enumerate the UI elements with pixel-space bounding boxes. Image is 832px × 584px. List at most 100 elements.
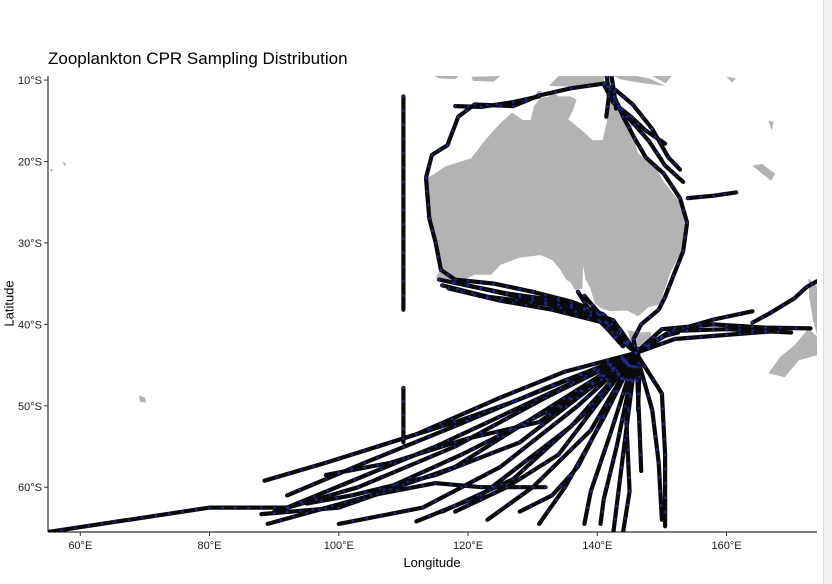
sample-point — [531, 290, 535, 294]
sample-point — [627, 126, 631, 130]
sample-point — [580, 373, 583, 376]
land-polygon — [434, 76, 459, 80]
sample-point — [629, 395, 632, 398]
sample-point — [414, 479, 418, 482]
sample-point — [408, 476, 412, 480]
sample-point — [402, 208, 405, 212]
sample-point — [544, 293, 547, 297]
sample-point — [557, 389, 560, 393]
sample-point — [586, 395, 589, 399]
sample-point — [382, 491, 386, 495]
sample-point — [738, 332, 741, 336]
sample-point — [430, 153, 434, 157]
sample-point — [579, 414, 583, 418]
sample-point — [605, 484, 609, 488]
sample-point — [570, 86, 573, 90]
sample-point — [557, 303, 560, 307]
sample-point — [628, 489, 631, 493]
x-tick-label: 160°E — [711, 540, 741, 552]
sample-point — [453, 278, 457, 281]
sample-point — [574, 310, 578, 313]
sample-point — [660, 342, 664, 345]
sample-point — [591, 402, 595, 406]
sample-point — [559, 405, 563, 409]
sample-point — [518, 287, 522, 291]
sample-point — [673, 326, 677, 330]
sample-point — [539, 389, 542, 393]
sample-point — [486, 472, 489, 475]
sample-point — [350, 501, 354, 505]
sample-point — [576, 396, 580, 399]
sample-point — [518, 410, 522, 413]
sample-point — [589, 314, 593, 317]
sample-point — [574, 389, 578, 393]
sample-point — [672, 172, 676, 176]
sample-point — [623, 405, 627, 408]
sample-point — [522, 468, 525, 472]
sample-point — [597, 415, 600, 419]
land-polygon — [139, 395, 147, 403]
sample-point — [479, 105, 483, 109]
sample-point — [605, 321, 609, 325]
sample-point — [298, 509, 302, 513]
sample-point — [595, 386, 599, 390]
sample-point — [613, 517, 617, 521]
sample-point — [73, 526, 77, 530]
sample-point — [712, 323, 715, 326]
sample-point — [643, 343, 647, 347]
sample-point — [630, 379, 634, 382]
sample-point — [725, 323, 728, 327]
sample-point — [60, 528, 63, 532]
sample-point — [440, 470, 444, 473]
window-scrollbar[interactable] — [823, 0, 832, 584]
sample-point — [686, 196, 690, 200]
sample-point — [427, 474, 431, 478]
sample-point — [681, 249, 685, 253]
sample-point — [350, 453, 354, 456]
sample-point — [643, 365, 647, 368]
sample-point — [552, 384, 556, 387]
sample-point — [402, 109, 405, 112]
sample-point — [524, 303, 528, 307]
sample-point — [511, 477, 515, 481]
sample-point — [447, 492, 451, 496]
sample-point — [521, 448, 524, 451]
sample-point — [544, 485, 547, 489]
sample-point — [621, 376, 625, 380]
sample-point — [479, 286, 483, 290]
sample-point — [446, 439, 450, 442]
sample-point — [810, 282, 814, 286]
sample-point — [402, 279, 405, 283]
sample-point — [402, 223, 405, 226]
sample-point — [587, 84, 590, 88]
sample-point — [625, 434, 629, 438]
sample-point — [492, 485, 496, 489]
sample-point — [552, 440, 556, 444]
sample-point — [495, 103, 499, 106]
sample-point — [511, 391, 515, 394]
sample-point — [534, 398, 538, 402]
sample-point — [712, 194, 715, 198]
sample-point — [511, 400, 515, 404]
sample-point — [642, 380, 646, 383]
sample-point — [438, 422, 442, 426]
sample-point — [574, 430, 578, 434]
sample-point — [314, 498, 318, 501]
sample-point — [488, 488, 491, 492]
land-polygon — [614, 76, 666, 86]
sample-point — [337, 471, 341, 474]
sample-point — [550, 466, 554, 470]
sample-point — [462, 411, 466, 415]
sample-point — [583, 294, 586, 298]
sample-point — [668, 333, 672, 336]
sample-point — [593, 367, 597, 371]
sample-point — [635, 365, 639, 369]
sample-point — [548, 413, 552, 416]
sample-point — [434, 241, 438, 245]
sample-point — [542, 449, 546, 453]
sample-point — [440, 509, 444, 513]
sample-point — [402, 151, 405, 155]
sample-point — [402, 194, 405, 198]
sample-point — [484, 421, 488, 425]
sample-point — [453, 441, 457, 444]
